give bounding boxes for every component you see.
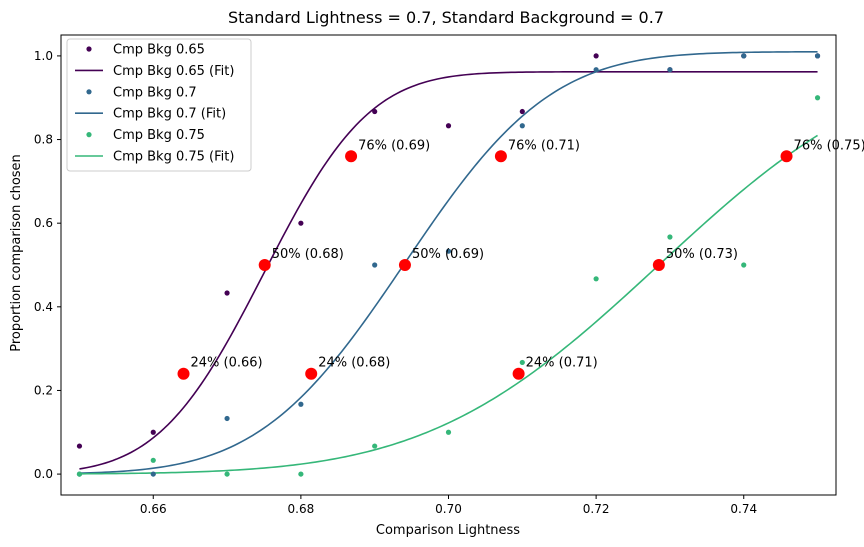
legend-marker-1 [86,46,92,52]
data-point-1-1 [76,443,83,449]
y-tick-label-4: 0.6 [34,216,53,230]
legend-box [66,38,252,172]
legend-marker-3 [86,132,92,138]
y-tick-label-1: 0.0 [34,467,53,481]
y-tick-label-2: 0.2 [34,383,53,397]
threshold-marker-2-2 [398,259,411,271]
data-point-2-4 [298,401,304,407]
data-point-1-5 [372,108,378,115]
y-tick-label-5: 0.8 [34,133,53,147]
threshold-label-1-1: 24% (0.66) [191,356,263,371]
data-point-1-6 [445,123,452,129]
threshold-label-3-1: 24% (0.71) [526,356,598,371]
data-point-3-11 [814,95,821,101]
fit-line-3 [79,134,818,475]
data-point-2-8 [593,67,599,73]
data-point-1-8 [593,53,599,59]
data-point-3-9 [667,234,673,240]
threshold-marker-1-2 [258,259,271,271]
threshold-marker-1-1 [177,367,190,380]
legend-marker-2 [86,89,92,95]
threshold-marker-2-3 [494,150,507,163]
data-point-1-2 [150,429,156,435]
x-tick-label-5: 0.74 [730,502,757,516]
threshold-marker-3-2 [652,259,665,271]
x-tick-label-1: 0.66 [140,502,167,516]
data-point-1-7 [519,108,525,115]
data-point-3-6 [445,429,452,435]
data-point-3-3 [224,471,230,477]
data-point-2-11 [814,53,821,59]
data-point-2-2 [150,471,156,477]
legend-label-2: Cmp Bkg 0.7 [113,85,197,100]
legend-fit-label-1: Cmp Bkg 0.65 (Fit) [113,64,234,79]
data-point-2-9 [667,67,673,73]
data-point-3-10 [741,262,747,268]
legend-label-1: Cmp Bkg 0.65 [113,43,205,58]
data-point-2-7 [519,123,525,129]
threshold-label-1-3: 76% (0.69) [358,138,430,153]
data-point-2-6 [445,248,452,254]
threshold-marker-1-3 [345,150,358,163]
chart-title: Standard Lightness = 0.7, Standard Backg… [228,8,664,27]
data-point-3-4 [298,471,304,477]
data-point-1-3 [224,290,230,296]
threshold-label-2-3: 76% (0.71) [508,138,580,153]
data-point-3-5 [372,443,378,449]
plot-area: 24% (0.66) 50% (0.68) 76% (0.69) 24% (0.68)… [76,50,864,477]
legend-label-3: Cmp Bkg 0.75 [113,128,205,143]
data-point-2-10 [741,53,747,59]
y-axis-label: Proportion comparison chosen [9,154,24,352]
fit-line-2 [79,50,818,474]
data-point-3-1 [76,471,83,477]
x-tick-label-3: 0.70 [435,502,462,516]
data-point-3-7 [519,359,525,366]
legend-fit-label-3: Cmp Bkg 0.75 (Fit) [113,150,234,165]
data-point-3-2 [150,457,156,463]
y-tick-label-6: 1.0 [34,49,53,63]
data-point-3-8 [593,276,599,282]
fit-line-1 [79,71,818,470]
threshold-label-2-1: 24% (0.68) [318,356,390,371]
threshold-marker-3-1 [512,367,525,380]
threshold-label-3-2: 50% (0.73) [666,247,738,262]
x-tick-label-2: 0.68 [288,502,315,516]
threshold-label-2-2: 50% (0.69) [412,247,484,262]
y-axis: 0.0 0.2 0.4 0.6 0.8 1.0 [34,49,61,481]
x-tick-label-4: 0.72 [583,502,610,516]
x-axis: 0.66 0.68 0.70 0.72 0.74 [140,495,757,516]
data-point-2-3 [224,415,230,422]
x-axis-label: Comparison Lightness [376,523,520,538]
legend-fit-label-2: Cmp Bkg 0.7 (Fit) [113,107,226,122]
y-tick-label-3: 0.4 [34,300,53,314]
threshold-marker-2-1 [305,367,318,380]
legend: Cmp Bkg 0.65 Cmp Bkg 0.65 (Fit) Cmp Bkg 0.… [66,38,252,172]
data-point-1-4 [298,220,304,226]
data-point-2-5 [372,262,378,268]
threshold-marker-3-3 [780,150,793,163]
threshold-label-1-2: 50% (0.68) [272,247,344,262]
threshold-label-3-3: 76% (0.75) [794,138,864,153]
